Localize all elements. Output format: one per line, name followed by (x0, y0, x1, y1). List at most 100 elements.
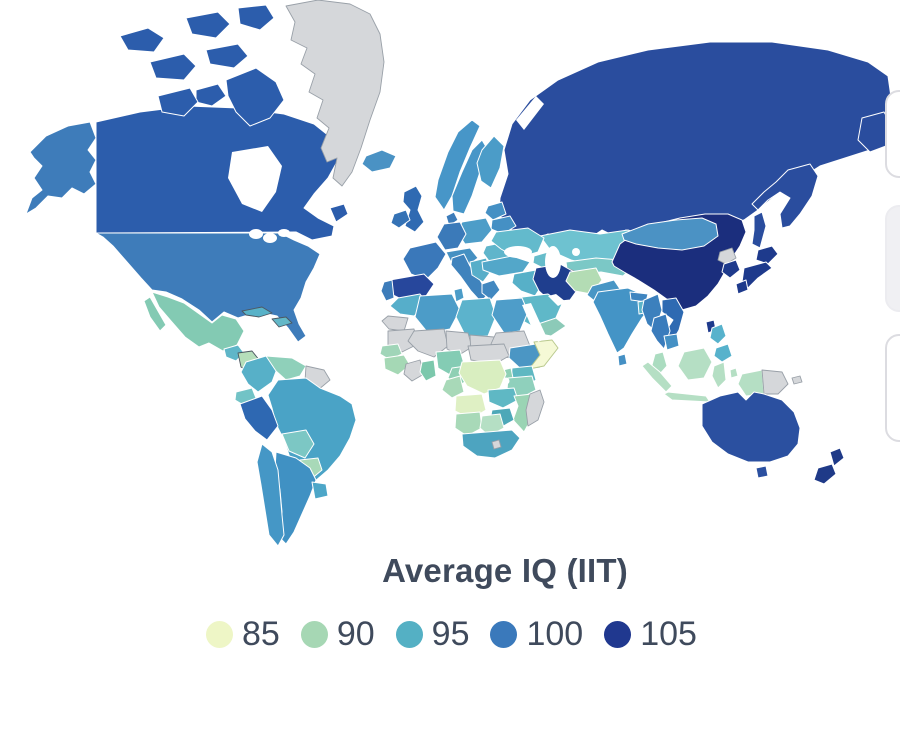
country-indonesia-java[interactable] (663, 391, 711, 403)
region-south-east-asia (565, 213, 803, 403)
country-baltics[interactable] (484, 201, 507, 221)
continent-south-america (234, 355, 357, 545)
country-lesotho[interactable] (491, 439, 502, 450)
novaya-zemlya-strait (516, 96, 544, 130)
country-sri-lanka[interactable] (617, 353, 628, 367)
country-niger[interactable] (445, 330, 473, 356)
country-philippines-luzon[interactable] (709, 323, 727, 345)
country-australia-tasmania[interactable] (755, 465, 769, 479)
country-canada-arctic-island[interactable] (119, 27, 165, 53)
country-mongolia[interactable] (621, 217, 719, 251)
country-canada-baffin-island[interactable] (225, 67, 285, 127)
country-indonesia-sulawesi[interactable] (711, 361, 727, 389)
country-bolivia[interactable] (281, 429, 315, 459)
country-libya[interactable] (455, 297, 497, 338)
country-greenland[interactable] (285, 0, 385, 187)
country-russia[interactable] (498, 41, 893, 241)
country-canada-arctic-island[interactable] (237, 4, 275, 31)
country-canada-arctic-island[interactable] (185, 11, 231, 39)
legend: 85 90 95 100 105 (206, 615, 697, 654)
country-canada[interactable] (95, 105, 339, 241)
country-france[interactable] (402, 241, 447, 281)
country-canada-victoria-island[interactable] (157, 87, 199, 117)
country-norway[interactable] (434, 119, 481, 211)
country-russia-kamchatka[interactable] (751, 163, 819, 229)
aral-sea (572, 248, 580, 256)
legend-item-105: 105 (604, 615, 697, 654)
red-sea (522, 303, 547, 342)
country-new-zealand-south[interactable] (813, 463, 837, 485)
country-egypt[interactable] (491, 297, 529, 334)
country-central-african-republic[interactable] (467, 343, 510, 365)
legend-item-90: 90 (300, 615, 375, 654)
country-australia[interactable] (701, 391, 801, 463)
country-south-korea[interactable] (721, 259, 741, 279)
country-philippines-mindanao[interactable] (713, 343, 733, 363)
country-chile[interactable] (256, 443, 285, 545)
country-western-sahara[interactable] (381, 315, 409, 332)
country-mexico-baja[interactable] (143, 296, 167, 332)
country-guinea[interactable] (383, 354, 411, 376)
country-congo-gabon[interactable] (441, 375, 465, 399)
continent-oceania (701, 391, 845, 485)
legend-label: 95 (431, 615, 470, 653)
country-madagascar[interactable] (525, 389, 545, 427)
black-sea (504, 246, 532, 258)
country-united-kingdom[interactable] (402, 185, 425, 233)
country-mali[interactable] (407, 328, 449, 358)
continent-europe (361, 119, 545, 303)
legend-swatch-circle (395, 621, 423, 648)
country-japan-kyushu[interactable] (735, 279, 749, 295)
country-denmark[interactable] (445, 211, 459, 227)
country-japan-hokkaido[interactable] (755, 245, 779, 265)
country-greece[interactable] (481, 279, 501, 301)
country-zambia[interactable] (487, 387, 519, 409)
country-new-zealand-north[interactable] (829, 447, 845, 467)
country-uruguay[interactable] (311, 481, 329, 500)
side-panel-card-top[interactable] (885, 90, 900, 178)
country-mexico[interactable] (151, 291, 245, 352)
world-map (25, 0, 893, 545)
country-portugal[interactable] (380, 279, 395, 302)
country-papua-new-guinea-islands[interactable] (791, 375, 803, 385)
country-peru[interactable] (239, 395, 279, 441)
country-finland[interactable] (476, 135, 505, 189)
country-cuba[interactable] (241, 306, 273, 318)
country-russia-sakhalin[interactable] (751, 211, 767, 249)
country-canada-arctic-island[interactable] (195, 83, 227, 107)
country-indonesia-sumatra[interactable] (641, 361, 673, 393)
legend-swatch-circle (300, 621, 328, 648)
country-cambodia[interactable] (663, 333, 680, 351)
country-venezuela[interactable] (265, 355, 307, 381)
country-namibia[interactable] (454, 411, 483, 437)
country-indonesia-west-papua[interactable] (737, 369, 765, 397)
country-north-korea[interactable] (717, 247, 737, 265)
legend-label: 105 (640, 615, 697, 653)
country-algeria[interactable] (414, 293, 461, 334)
country-tunisia[interactable] (453, 287, 465, 303)
country-iceland[interactable] (361, 149, 397, 173)
choropleth-map-container (25, 0, 893, 545)
country-south-africa[interactable] (461, 429, 521, 459)
country-germany[interactable] (436, 221, 467, 251)
country-canada-newfoundland[interactable] (329, 203, 349, 223)
country-ghana[interactable] (419, 359, 437, 382)
continent-africa (379, 287, 559, 459)
legend-label: 85 (242, 615, 280, 653)
country-indonesia-moluccas[interactable] (729, 367, 739, 379)
legend-item-95: 95 (395, 615, 470, 654)
country-ireland[interactable] (390, 209, 411, 229)
country-usa[interactable] (95, 232, 321, 343)
country-somalia[interactable] (528, 339, 559, 370)
country-hispaniola[interactable] (271, 316, 293, 328)
side-panel-card-bottom[interactable] (885, 334, 900, 442)
country-canada-arctic-island[interactable] (149, 53, 197, 81)
country-usa-alaska[interactable] (25, 121, 97, 215)
country-ivory-coast[interactable] (403, 359, 425, 382)
country-iran[interactable] (532, 263, 581, 303)
country-canada-arctic-island[interactable] (205, 43, 249, 69)
country-papua-new-guinea[interactable] (761, 369, 789, 395)
side-panel-card-middle[interactable] (885, 205, 900, 312)
country-indonesia-borneo[interactable] (677, 347, 713, 381)
great-lakes (278, 229, 290, 237)
